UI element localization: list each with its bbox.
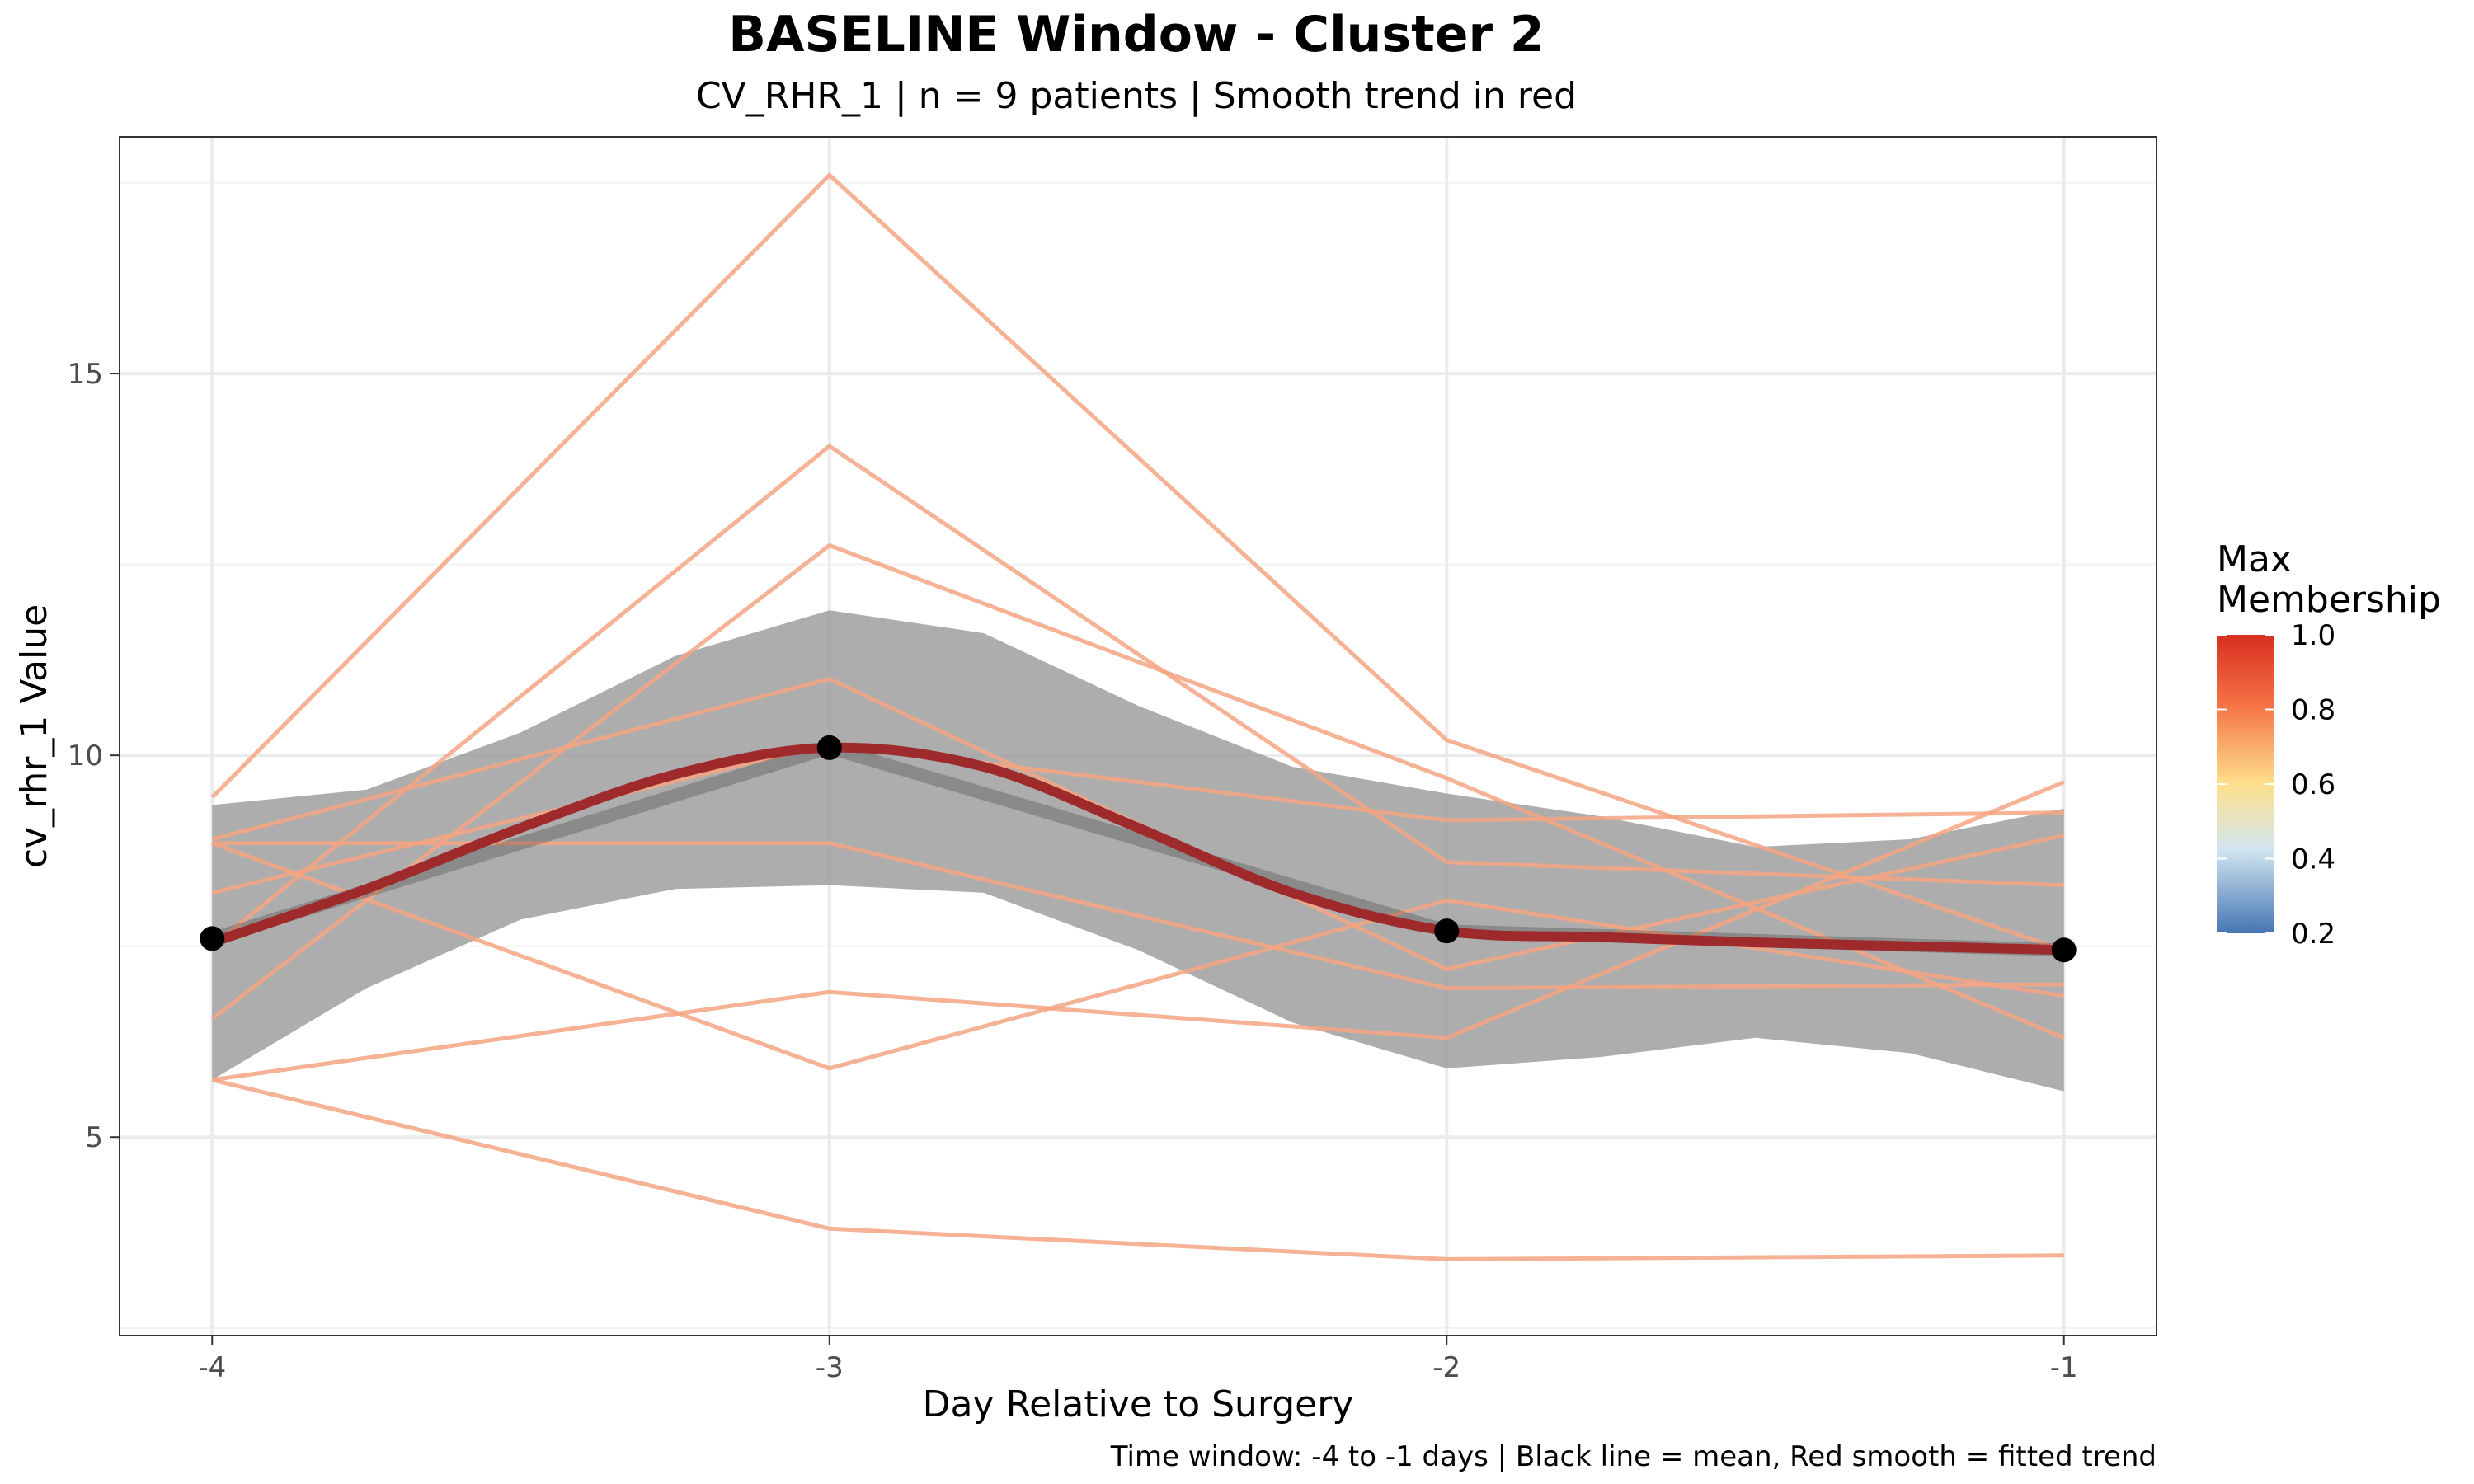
y-axis-title: cv_rhr_1 Value [13, 604, 55, 868]
mean-point [200, 926, 225, 951]
patient-line-5 [212, 841, 2064, 991]
chart-caption: Time window: -4 to -1 days | Black line … [1110, 1440, 2157, 1473]
y-axis-ticks: 5 10 15 [68, 358, 120, 1154]
x-tick-label: -4 [198, 1351, 226, 1384]
legend-label: 1.0 [2291, 619, 2335, 652]
smooth-trend-line [207, 742, 2069, 956]
x-tick-label: -1 [2050, 1351, 2078, 1384]
patient-lines-group [210, 172, 2065, 1261]
y-tick-label: 5 [85, 1121, 103, 1154]
legend-label: 0.6 [2291, 768, 2335, 801]
mean-points-group [200, 735, 2077, 963]
mean-point [816, 735, 842, 760]
patient-line-8 [211, 841, 2065, 1071]
chart-subtitle: CV_RHR_1 | n = 9 patients | Smooth trend… [696, 75, 1577, 117]
patient-line-2 [210, 444, 2064, 948]
patient-line-9 [211, 1078, 2064, 1261]
legend-label: 0.8 [2291, 694, 2335, 727]
legend: Max Membership 1.0 0.8 0.6 0.4 0.2 [2217, 538, 2441, 951]
legend-title-line-1: Max [2217, 538, 2292, 580]
smooth-trend-group [207, 742, 2069, 956]
patient-line-1 [210, 172, 2065, 952]
mean-point [1434, 918, 1460, 944]
y-tick-label: 10 [68, 740, 103, 773]
patient-line-7 [211, 780, 2065, 1082]
patient-line-6 [211, 741, 2064, 895]
x-axis-title: Day Relative to Surgery [923, 1383, 1354, 1425]
plot-panel-border [119, 136, 2157, 1336]
y-tick-label: 15 [68, 358, 103, 391]
chart-title: BASELINE Window - Cluster 2 [728, 6, 1544, 63]
legend-label: 0.4 [2291, 843, 2335, 876]
confidence-band [212, 610, 2064, 1092]
x-tick-label: -2 [1432, 1351, 1460, 1384]
legend-label: 0.2 [2291, 918, 2335, 951]
legend-title-line-2: Membership [2217, 579, 2441, 621]
confidence-band-group [212, 610, 2064, 1092]
x-axis-ticks: -4 -3 -2 -1 [198, 1336, 2078, 1384]
mean-point [2051, 937, 2077, 963]
x-tick-label: -3 [816, 1351, 844, 1384]
